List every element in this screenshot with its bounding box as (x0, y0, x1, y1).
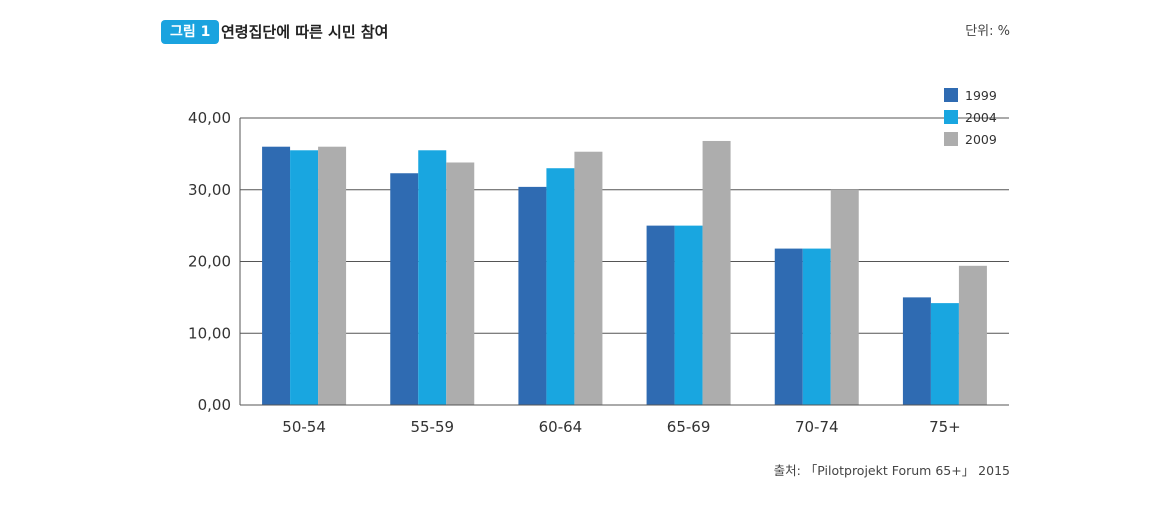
x-category-label: 60-64 (539, 418, 583, 436)
bar-2009-70-74 (830, 189, 859, 405)
bar-2004-60-64 (546, 168, 575, 405)
figure-badge: 그림 1 (161, 20, 220, 44)
bar-1999-65-69 (646, 225, 675, 405)
y-tick-label: 20,00 (188, 253, 231, 271)
bar-1999-55-59 (390, 173, 419, 405)
bar-2004-70-74 (802, 248, 831, 405)
legend-swatch-2004 (944, 110, 958, 124)
y-tick-label: 0,00 (198, 396, 231, 414)
chart-title: 연령집단에 따른 시민 참여 (221, 23, 389, 41)
x-category-label: 65-69 (667, 418, 711, 436)
x-category-label: 50-54 (282, 418, 326, 436)
bar-2004-55-59 (418, 150, 447, 405)
bar-2009-50-54 (318, 146, 347, 405)
bars (262, 140, 987, 405)
bar-1999-70-74 (774, 248, 803, 405)
bar-2004-50-54 (290, 150, 319, 405)
legend-swatch-1999 (944, 88, 958, 102)
unit-label: 단위: % (965, 24, 1010, 39)
y-tick-label: 40,00 (188, 109, 231, 127)
source-note: 출처: 「Pilotprojekt Forum 65+」 2015 (773, 463, 1010, 478)
legend: 1999 2004 2009 (944, 88, 997, 147)
x-category-label: 70-74 (795, 418, 839, 436)
axes: 0,00 10,00 20,00 30,00 40,00 50-54 55-59 60-64 6… (188, 109, 1009, 436)
x-category-label: 75+ (929, 418, 961, 436)
legend-label-2004: 2004 (965, 110, 997, 125)
bar-2009-75+ (958, 265, 987, 405)
y-tick-label: 30,00 (188, 181, 231, 199)
x-category-label: 55-59 (410, 418, 454, 436)
y-tick-label: 10,00 (188, 324, 231, 342)
bar-2009-60-64 (574, 151, 603, 405)
bar-2009-55-59 (446, 162, 475, 405)
bar-1999-75+ (902, 297, 931, 405)
bar-2004-75+ (930, 303, 959, 405)
legend-label-2009: 2009 (965, 132, 997, 147)
bar-1999-50-54 (262, 146, 291, 405)
legend-label-1999: 1999 (965, 88, 997, 103)
bar-2009-65-69 (702, 140, 731, 405)
bar-2004-65-69 (674, 225, 703, 405)
grid-lines (240, 117, 1009, 334)
legend-swatch-2009 (944, 132, 958, 146)
bar-1999-60-64 (518, 186, 547, 405)
